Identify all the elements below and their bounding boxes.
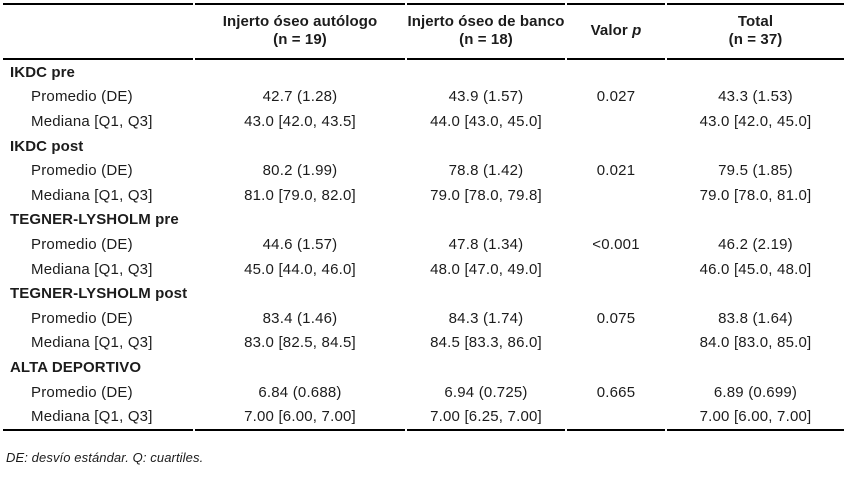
pvalue-cell xyxy=(567,331,665,356)
banco-cell: 84.3 (1.74) xyxy=(448,309,524,327)
banco-cell: 78.8 (1.42) xyxy=(448,162,524,180)
total-cell: 83.8 (1.64) xyxy=(718,309,793,327)
banco-cell: 6.94 (0.725) xyxy=(444,383,528,401)
table-row: Mediana [Q1, Q3] 83.0 [82.5, 84.5] 84.5 … xyxy=(3,331,844,356)
autologo-cell: 42.7 (1.28) xyxy=(262,88,338,106)
header-total-line2: (n = 37) xyxy=(728,31,783,48)
autologo-cell: 45.0 [44.0, 46.0] xyxy=(244,260,356,278)
header-autologo-line1: Injerto óseo autólogo xyxy=(222,13,378,30)
table-row: Promedio (DE) 80.2 (1.99) 78.8 (1.42) 0.… xyxy=(3,158,844,183)
table-row: Mediana [Q1, Q3] 81.0 [79.0, 82.0] 79.0 … xyxy=(3,183,844,208)
autologo-cell: 83.0 [82.5, 84.5] xyxy=(244,334,356,352)
clinical-scores-table: Injerto óseo autólogo (n = 19) Injerto ó… xyxy=(1,3,846,431)
header-empty-cell xyxy=(3,3,193,60)
group-label: TEGNER-LYSHOLM post xyxy=(10,285,188,303)
autologo-cell: 7.00 [6.00, 7.00] xyxy=(195,404,405,431)
header-total-cell: Total (n = 37) xyxy=(667,3,844,60)
autologo-cell: 83.4 (1.46) xyxy=(262,309,338,327)
pvalue-cell xyxy=(567,404,665,431)
row-label-cell: Promedio (DE) xyxy=(31,162,133,180)
table-row: Mediana [Q1, Q3] 43.0 [42.0, 43.5] 44.0 … xyxy=(3,109,844,134)
total-cell: 43.3 (1.53) xyxy=(718,88,793,106)
row-label-cell: Mediana [Q1, Q3] xyxy=(31,334,153,352)
header-autologo-cell: Injerto óseo autólogo (n = 19) xyxy=(195,3,405,60)
total-cell: 7.00 [6.00, 7.00] xyxy=(667,404,844,431)
group-row-alta-deportivo: ALTA DEPORTIVO xyxy=(3,355,844,380)
group-row-ikdc-post: IKDC post xyxy=(3,134,844,159)
total-cell: 46.0 [45.0, 48.0] xyxy=(699,260,812,278)
table-row: Promedio (DE) 44.6 (1.57) 47.8 (1.34) <0… xyxy=(3,232,844,257)
banco-cell: 43.9 (1.57) xyxy=(448,88,524,106)
pvalue-cell xyxy=(567,109,665,134)
table-row: Mediana [Q1, Q3] 7.00 [6.00, 7.00] 7.00 … xyxy=(3,404,844,431)
banco-cell: 79.0 [78.0, 79.8] xyxy=(430,186,542,204)
header-autologo-line2: (n = 19) xyxy=(273,31,327,48)
table-row: Mediana [Q1, Q3] 45.0 [44.0, 46.0] 48.0 … xyxy=(3,257,844,282)
autologo-cell: 6.84 (0.688) xyxy=(258,383,342,401)
header-pvalue-symbol: p xyxy=(632,22,642,39)
autologo-cell: 81.0 [79.0, 82.0] xyxy=(244,186,356,204)
row-label-cell: Promedio (DE) xyxy=(31,235,133,253)
banco-cell: 7.00 [6.25, 7.00] xyxy=(407,404,565,431)
row-label-cell: Promedio (DE) xyxy=(31,383,133,401)
group-label: IKDC post xyxy=(10,137,84,155)
banco-cell: 44.0 [43.0, 45.0] xyxy=(430,112,542,130)
total-cell: 46.2 (2.19) xyxy=(718,235,793,253)
autologo-cell: 80.2 (1.99) xyxy=(262,162,338,180)
row-label-cell: Mediana [Q1, Q3] xyxy=(31,186,153,204)
row-label-cell: Mediana [Q1, Q3] xyxy=(31,260,153,278)
row-label-cell: Promedio (DE) xyxy=(31,309,133,327)
group-row-ikdc-pre: IKDC pre xyxy=(3,60,844,85)
pvalue-cell: 0.075 xyxy=(596,309,636,327)
banco-cell: 48.0 [47.0, 49.0] xyxy=(430,260,542,278)
group-label: IKDC pre xyxy=(10,63,75,81)
total-cell: 79.0 [78.0, 81.0] xyxy=(699,186,812,204)
table-row: Promedio (DE) 42.7 (1.28) 43.9 (1.57) 0.… xyxy=(3,85,844,110)
pvalue-cell xyxy=(567,257,665,282)
pvalue-cell: 0.665 xyxy=(596,383,636,401)
header-banco-cell: Injerto óseo de banco (n = 18) xyxy=(407,3,565,60)
pvalue-cell: <0.001 xyxy=(592,235,640,253)
group-row-tegner-pre: TEGNER-LYSHOLM pre xyxy=(3,208,844,233)
autologo-cell: 44.6 (1.57) xyxy=(262,235,338,253)
table-footnote: DE: desvío estándar. Q: cuartiles. xyxy=(6,449,204,465)
pvalue-cell xyxy=(567,183,665,208)
total-cell: 79.5 (1.85) xyxy=(718,162,793,180)
pvalue-cell: 0.021 xyxy=(596,162,636,180)
autologo-cell: 43.0 [42.0, 43.5] xyxy=(244,112,356,130)
header-banco-line1: Injerto óseo de banco xyxy=(407,13,565,30)
table-row: Promedio (DE) 6.84 (0.688) 6.94 (0.725) … xyxy=(3,380,844,405)
total-cell: 84.0 [83.0, 85.0] xyxy=(699,334,812,352)
group-label: ALTA DEPORTIVO xyxy=(10,358,142,376)
banco-cell: 84.5 [83.3, 86.0] xyxy=(430,334,542,352)
total-cell: 43.0 [42.0, 45.0] xyxy=(699,112,812,130)
header-banco-line2: (n = 18) xyxy=(459,31,513,48)
group-row-tegner-post: TEGNER-LYSHOLM post xyxy=(3,281,844,306)
pvalue-cell: 0.027 xyxy=(596,88,636,106)
header-pvalue-cell: Valor p xyxy=(567,3,665,60)
row-label-cell: Mediana [Q1, Q3] xyxy=(3,404,193,431)
table-row: Promedio (DE) 83.4 (1.46) 84.3 (1.74) 0.… xyxy=(3,306,844,331)
group-label: TEGNER-LYSHOLM pre xyxy=(10,211,179,229)
row-label-cell: Promedio (DE) xyxy=(31,88,133,106)
banco-cell: 47.8 (1.34) xyxy=(448,235,524,253)
header-pvalue-label: Valor xyxy=(590,22,633,39)
header-row: Injerto óseo autólogo (n = 19) Injerto ó… xyxy=(3,3,844,60)
row-label-cell: Mediana [Q1, Q3] xyxy=(31,112,153,130)
header-total-line1: Total xyxy=(737,13,774,30)
total-cell: 6.89 (0.699) xyxy=(713,383,798,401)
